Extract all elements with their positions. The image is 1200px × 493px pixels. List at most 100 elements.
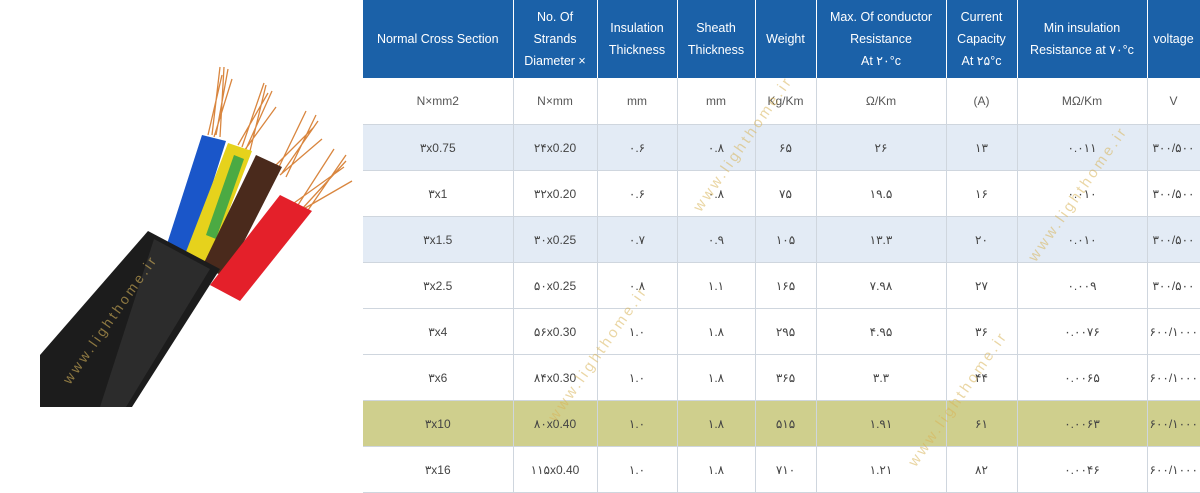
table-cell: ۶۰۰/۱۰۰۰ [1147,308,1200,355]
table-cell: ۲۷ [946,262,1018,309]
table-row: ۳x4 ۵۶x0.30 ۱.۰ ۱.۸ ۲۹۵ ۴.۹۵ ۳۶ ۰.۰۰۷۶ ۶۰۰/۱۰۰۰ [363,308,1200,355]
cable-product-image: www.lighthome.ir [40,66,353,407]
table-cell: ۳۰x0.25 [513,216,598,263]
table-cell: ۰.۶ [597,124,678,171]
table-cell: ۳x6 [363,354,514,401]
table-cell: ۰.۸ [597,262,678,309]
table-cell: ۳۰۰/۵۰۰ [1147,262,1200,309]
unit-cell: Ω/Km [816,78,947,125]
table-cell: ۰.۸ [677,124,756,171]
table-row: ۳x16 ۱۱۵x0.40 ۱.۰ ۱.۸ ۷۱۰ ۱.۲۱ ۸۲ ۰.۰۰۴۶ ۶۰۰/۱۰۰… [363,446,1200,493]
col-header-weight: Weight [755,0,817,78]
table-row: ۳x6 ۸۴x0.30 ۱.۰ ۱.۸ ۳۶۵ ۳.۳ ۴۴ ۰.۰۰۶۵ ۶۰۰/۱۰۰۰ [363,354,1200,401]
table-cell: ۰.۸ [677,170,756,217]
table-cell: ۰.۰۰۷۶ [1017,308,1148,355]
table-cell: ۲۴x0.20 [513,124,598,171]
table-cell: ۰.۰۱۱ [1017,124,1148,171]
table-cell: ۰.۰۱۰ [1017,170,1148,217]
table-cell: ۱۳.۳ [816,216,947,263]
table-cell: ۱.۸ [677,354,756,401]
col-header-resistance: Max. Of conductor Resistance At ۲۰°c [816,0,947,78]
table-cell: ۶۱ [946,400,1018,447]
unit-cell: N×mm [513,78,598,125]
table-cell: ۲۶ [816,124,947,171]
table-cell: ۳x2.5 [363,262,514,309]
table-cell: ۲۹۵ [755,308,817,355]
table-cell: ۶۰۰/۱۰۰۰ [1147,400,1200,447]
table-cell: ۱۰۵ [755,216,817,263]
table-cell: ۳.۳ [816,354,947,401]
unit-cell: MΩ/Km [1017,78,1148,125]
table-cell: ۸۲ [946,446,1018,493]
table-cell: ۳x1.5 [363,216,514,263]
red-wire [210,195,312,301]
table-cell: ۰.۰۰۹ [1017,262,1148,309]
unit-cell: Kg/Km [755,78,817,125]
table-cell: ۳x0.75 [363,124,514,171]
table-cell: ۰.۰۰۶۳ [1017,400,1148,447]
unit-cell: mm [597,78,678,125]
table-cell: ۱.۰ [597,446,678,493]
table-row: ۳x1.5 ۳۰x0.25 ۰.۷ ۰.۹ ۱۰۵ ۱۳.۳ ۲۰ ۰.۰۱۰ ۳۰۰/۵۰۰ [363,216,1200,263]
table-cell: ۷۵ [755,170,817,217]
table-cell: ۰.۰۰۶۵ [1017,354,1148,401]
table-cell: ۸۴x0.30 [513,354,598,401]
table-cell: ۶۰۰/۱۰۰۰ [1147,446,1200,493]
table-cell: ۱.۸ [677,400,756,447]
header-row: Normal Cross Section No. Of Strands Diamet… [363,0,1200,78]
col-header-sheath: Sheath Thickness [677,0,756,78]
table-row: ۳x1 ۳۲x0.20 ۰.۶ ۰.۸ ۷۵ ۱۹.۵ ۱۶ ۰.۰۱۰ ۳۰۰/۵۰۰ [363,170,1200,217]
table-cell: ۰.۶ [597,170,678,217]
blue-wire [166,135,226,255]
col-header-insulation: Insulation Thickness [597,0,678,78]
unit-cell: (A) [946,78,1018,125]
table-cell: ۳۲x0.20 [513,170,598,217]
table-cell: ۷۱۰ [755,446,817,493]
table-cell: ۱.۸ [677,308,756,355]
table-cell: ۳x4 [363,308,514,355]
table-cell: ۷.۹۸ [816,262,947,309]
table-cell: ۶۰۰/۱۰۰۰ [1147,354,1200,401]
col-header-min-insulation: Min insulation Resistance at ۷۰°c [1017,0,1148,78]
table-cell: ۱.۲۱ [816,446,947,493]
table-cell: ۳x1 [363,170,514,217]
table-cell: ۰.۰۰۴۶ [1017,446,1148,493]
unit-cell: V [1147,78,1200,125]
col-header-strands: No. Of Strands Diameter × [513,0,598,78]
table-cell: ۳۰۰/۵۰۰ [1147,124,1200,171]
col-header-current: Current Capacity At ۲۵°c [946,0,1018,78]
table-cell: ۱۶ [946,170,1018,217]
table-cell: ۵۰x0.25 [513,262,598,309]
table-cell: ۱.۸ [677,446,756,493]
copper-strands [207,66,353,214]
table-cell: ۱۶۵ [755,262,817,309]
table-cell: ۳x10 [363,400,514,447]
units-row: N×mm2 N×mm mm mm Kg/Km Ω/Km (A) MΩ/Km V [363,78,1200,125]
table-cell: ۳۶۵ [755,354,817,401]
table-cell: ۸۰x0.40 [513,400,598,447]
table-cell: ۴.۹۵ [816,308,947,355]
table-cell: ۲۰ [946,216,1018,263]
table-cell: ۱.۹۱ [816,400,947,447]
table-row: ۳x2.5 ۵۰x0.25 ۰.۸ ۱.۱ ۱۶۵ ۷.۹۸ ۲۷ ۰.۰۰۹ ۳۰۰/۵۰۰ [363,262,1200,309]
table-cell: ۵۶x0.30 [513,308,598,355]
table-cell: ۳۰۰/۵۰۰ [1147,216,1200,263]
table-cell: ۳۰۰/۵۰۰ [1147,170,1200,217]
table-cell: ۴۴ [946,354,1018,401]
unit-cell: mm [677,78,756,125]
table-row-highlighted: ۳x10 ۸۰x0.40 ۱.۰ ۱.۸ ۵۱۵ ۱.۹۱ ۶۱ ۰.۰۰۶۳ ۶۰۰/۱۰۰۰ [363,400,1200,447]
table-cell: ۱.۰ [597,400,678,447]
table-cell: ۳۶ [946,308,1018,355]
col-header-cross-section: Normal Cross Section [363,0,514,78]
table-cell: ۰.۰۱۰ [1017,216,1148,263]
table-cell: ۵۱۵ [755,400,817,447]
table-cell: ۰.۷ [597,216,678,263]
table-cell: ۱۱۵x0.40 [513,446,598,493]
table-cell: ۱.۱ [677,262,756,309]
unit-cell: N×mm2 [363,78,514,125]
table-cell: ۱۹.۵ [816,170,947,217]
table-row: ۳x0.75 ۲۴x0.20 ۰.۶ ۰.۸ ۶۵ ۲۶ ۱۳ ۰.۰۱۱ ۳۰۰/۵۰۰ [363,124,1200,171]
table-cell: ۰.۹ [677,216,756,263]
table-cell: ۱.۰ [597,354,678,401]
table-cell: ۶۵ [755,124,817,171]
